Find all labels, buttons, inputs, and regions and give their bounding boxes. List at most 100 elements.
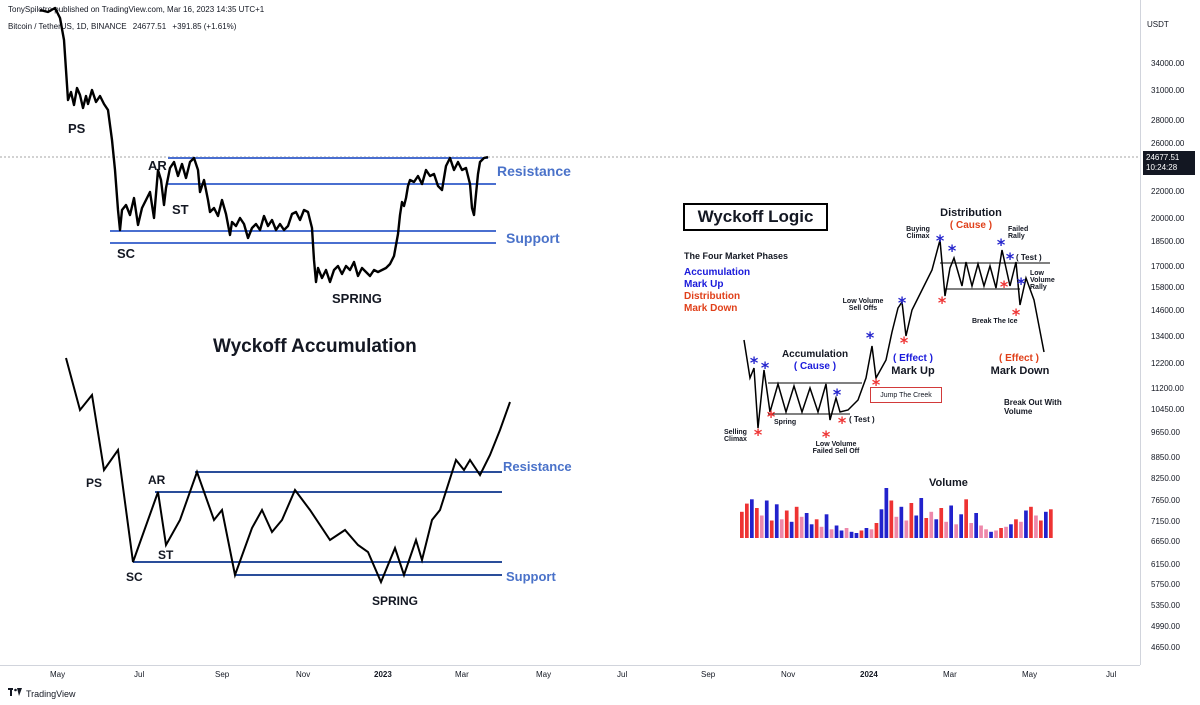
- price-label: 5350.00: [1151, 601, 1180, 610]
- price-label: 15800.00: [1151, 283, 1185, 292]
- price-label: 7150.00: [1151, 517, 1180, 526]
- chart-canvas: [0, 6, 1140, 585]
- volume-bar: [869, 529, 874, 538]
- logic-low-volume-rally: Low Volume Rally: [1030, 270, 1055, 291]
- volume-bar: [899, 506, 904, 538]
- volume-bar: [964, 499, 968, 538]
- volume-bar: [909, 503, 914, 538]
- star-marker: *: [838, 413, 847, 432]
- label-sc: SC: [117, 246, 136, 261]
- price-label: 28000.00: [1151, 116, 1185, 125]
- volume-bar: [954, 524, 958, 538]
- star-marker: *: [1017, 274, 1026, 293]
- volume-bar: [904, 520, 909, 538]
- price-axis[interactable]: USDT 34000.00 31000.00 28000.00 26000.00 220…: [1140, 0, 1200, 665]
- price-label: 17000.00: [1151, 262, 1185, 271]
- time-label: Nov: [781, 670, 796, 679]
- star-marker: *: [761, 358, 770, 377]
- logic-effect: ( Effect ): [893, 353, 933, 364]
- time-label: Jul: [134, 670, 145, 679]
- star-marker: *: [866, 328, 875, 347]
- volume-bar: [1039, 520, 1043, 538]
- logic-volume-title: Volume: [929, 477, 968, 489]
- volume-bar: [974, 513, 978, 538]
- last-price: 24677.51: [132, 22, 167, 31]
- star-marker: *: [750, 353, 759, 372]
- volume-bar: [884, 488, 889, 538]
- volume-bar: [1044, 511, 1048, 538]
- star-marker: *: [754, 425, 763, 444]
- label-ps: PS: [68, 121, 86, 136]
- logic-mark-up: Mark Up: [891, 365, 935, 377]
- logic-cause: ( Cause ): [793, 361, 837, 372]
- volume-bar: [914, 515, 919, 538]
- price-label: 34000.00: [1151, 59, 1185, 68]
- price-label: 20000.00: [1151, 214, 1185, 223]
- price-label: 18500.00: [1151, 237, 1185, 246]
- schematic-label-ar: AR: [148, 473, 166, 487]
- price-label: 13400.00: [1151, 332, 1185, 341]
- time-label: Jul: [1106, 670, 1117, 679]
- volume-bar: [984, 529, 988, 538]
- volume-bar: [834, 525, 839, 538]
- volume-bar: [934, 519, 939, 538]
- price-label: 5750.00: [1151, 580, 1180, 589]
- price-label: 26000.00: [1151, 139, 1185, 148]
- label-spring: SPRING: [332, 291, 382, 306]
- volume-bar: [874, 523, 879, 538]
- price-label: 8850.00: [1151, 453, 1180, 462]
- volume-bar: [949, 505, 953, 538]
- volume-bar: [745, 503, 749, 538]
- schematic-label-resistance: Resistance: [503, 459, 572, 474]
- volume-bar: [849, 531, 854, 538]
- phase-item: Mark Down: [684, 303, 738, 314]
- volume-bar: [799, 516, 804, 538]
- time-label: Mar: [943, 670, 957, 679]
- volume-bar: [959, 514, 963, 538]
- label-support: Support: [506, 230, 560, 246]
- logic-test-1: ( Test ): [849, 415, 875, 424]
- schematic-label-support: Support: [506, 569, 556, 584]
- price-label: 8250.00: [1151, 474, 1180, 483]
- star-marker: *: [833, 385, 842, 404]
- price-label: 7650.00: [1151, 496, 1180, 505]
- volume-bar: [854, 533, 859, 538]
- logic-effect-2: ( Effect ): [999, 353, 1039, 364]
- logic-low-volume-failed-sell-off: Low Volume Failed Sell Off: [812, 441, 860, 455]
- volume-bar: [755, 508, 759, 538]
- star-marker: *: [997, 235, 1006, 254]
- star-marker: *: [898, 293, 907, 312]
- time-axis[interactable]: May Jul Sep Nov 2023 Mar May Jul Sep Nov 2024 Mar Ma…: [0, 665, 1140, 680]
- logic-break-the-ice: Break The Ice: [972, 318, 1018, 325]
- volume-bar: [844, 528, 849, 538]
- volume-bar: [824, 514, 829, 538]
- volume-bar: [1029, 506, 1033, 538]
- star-marker: *: [900, 333, 909, 352]
- price-label: 10450.00: [1151, 405, 1185, 414]
- btc-price-line: [39, 6, 489, 284]
- time-label: Mar: [455, 670, 469, 679]
- time-label: May: [1022, 670, 1038, 679]
- symbol-line: Bitcoin / TetherUS, 1D, BINANCE 24677.51…: [8, 22, 236, 31]
- volume-bar: [750, 499, 754, 538]
- volume-bar: [929, 511, 934, 538]
- price-label: 9650.00: [1151, 428, 1180, 437]
- currency-label: USDT: [1147, 20, 1169, 29]
- current-price-tag: 24677.51 10:24:28: [1143, 151, 1195, 175]
- logic-title: Wyckoff Logic: [683, 203, 828, 231]
- volume-bar: [794, 506, 799, 538]
- countdown-timer: 10:24:28: [1146, 163, 1178, 172]
- logic-cause-2: ( Cause ): [949, 220, 993, 231]
- volume-bar: [979, 525, 983, 538]
- volume-bar: [819, 526, 824, 538]
- time-label: Nov: [296, 670, 311, 679]
- logic-volume-chart: [740, 488, 1053, 538]
- star-marker: *: [767, 407, 776, 426]
- star-marker: *: [1006, 249, 1015, 268]
- volume-bar: [924, 518, 929, 538]
- volume-bar: [919, 498, 924, 538]
- volume-bar: [864, 528, 869, 538]
- time-label: Jul: [617, 670, 628, 679]
- volume-bar: [994, 530, 998, 538]
